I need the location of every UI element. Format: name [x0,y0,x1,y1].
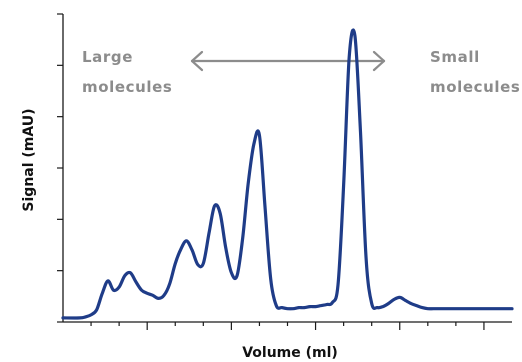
size-range-arrow-left-head [190,50,204,72]
chromatogram-trace [61,28,514,320]
x-axis [63,321,512,330]
annotation-small-line1: Small [430,48,480,66]
x-axis-title: Volume (ml) [242,345,338,361]
size-range-arrow-right-head [372,50,386,72]
annotation-large-line2: molecules [82,78,172,96]
x-tick-group [90,322,485,330]
annotation-large-line1: Large [82,48,133,66]
y-axis [57,13,64,323]
size-range-arrow [190,50,386,72]
annotation-small-line2: molecules [430,78,520,96]
y-tick-group [57,13,63,323]
y-axis-title: Signal (mAU) [21,108,37,211]
